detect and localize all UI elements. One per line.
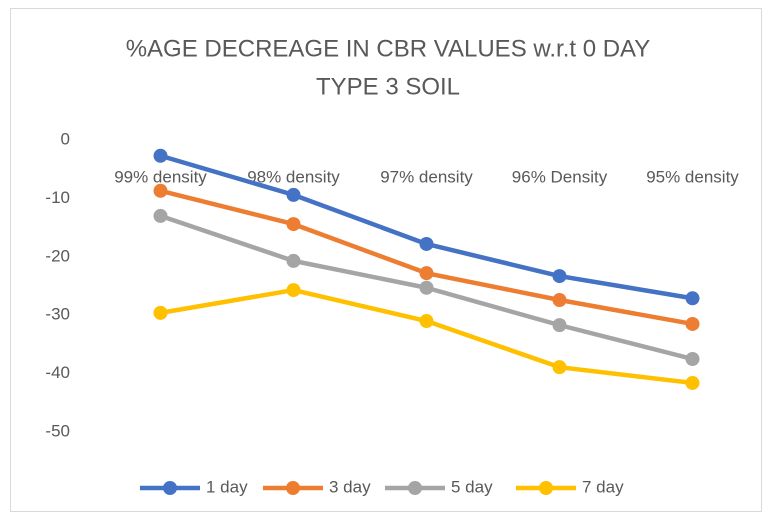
data-point <box>286 217 301 232</box>
data-point <box>419 266 434 281</box>
legend-marker <box>286 481 300 495</box>
chart-title: %AGE DECREAGE IN CBR VALUES w.r.t 0 DAY <box>126 35 651 62</box>
x-tick-label: 96% Density <box>512 167 608 186</box>
legend-label: 1 day <box>206 477 248 496</box>
x-tick-label: 99% density <box>114 167 207 186</box>
data-point <box>286 187 301 202</box>
x-tick-label: 95% density <box>646 167 739 186</box>
data-point <box>552 269 567 284</box>
data-point <box>685 375 700 390</box>
data-point <box>552 360 567 375</box>
data-point <box>685 316 700 331</box>
legend-marker <box>539 481 553 495</box>
y-tick-label: -40 <box>45 363 70 382</box>
y-tick-label: -30 <box>45 305 70 324</box>
x-tick-label: 98% density <box>247 167 340 186</box>
data-point <box>685 352 700 366</box>
data-point <box>419 280 434 295</box>
y-tick-label: -10 <box>45 188 70 207</box>
y-tick-label: 0 <box>61 129 70 148</box>
data-point <box>419 236 434 251</box>
legend-marker <box>408 481 422 495</box>
data-point <box>286 283 301 298</box>
legend-label: 7 day <box>582 477 624 496</box>
data-point <box>153 148 168 163</box>
chart-title: TYPE 3 SOIL <box>316 73 460 100</box>
data-point <box>286 253 301 268</box>
data-point <box>552 293 567 308</box>
y-tick-label: -50 <box>45 421 70 440</box>
legend-label: 5 day <box>451 477 493 496</box>
data-point <box>419 314 434 329</box>
data-point <box>685 291 700 306</box>
data-point <box>153 208 168 223</box>
x-tick-label: 97% density <box>380 167 473 186</box>
legend-label: 3 day <box>329 477 371 496</box>
data-point <box>552 318 567 333</box>
data-point <box>153 183 168 198</box>
legend-marker <box>163 481 177 495</box>
data-point <box>153 305 168 320</box>
y-tick-label: -20 <box>45 246 70 265</box>
